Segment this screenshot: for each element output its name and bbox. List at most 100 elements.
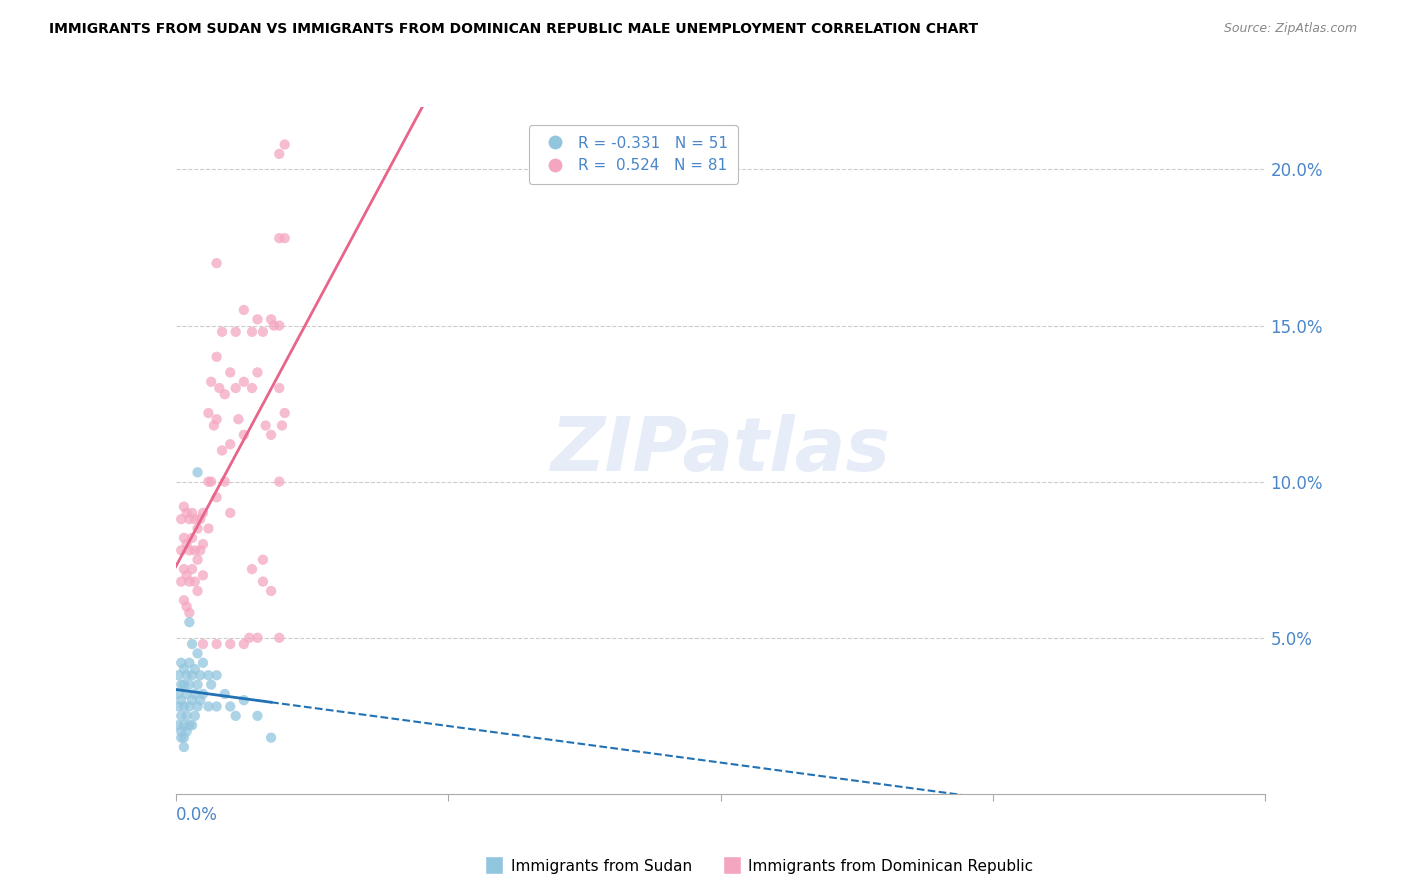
Point [170,512,193,526]
Point [191,506,214,520]
Point [179,512,201,526]
Point [173,731,195,745]
Point [260,583,283,598]
Point [181,637,204,651]
Point [186,552,209,567]
Point [173,662,195,676]
Point [167,668,190,682]
Point [205,412,228,426]
Point [179,718,201,732]
Point [205,256,228,270]
Point [179,656,201,670]
Point [269,631,291,645]
Point [225,381,247,395]
Point [197,475,219,489]
Point [240,381,263,395]
Point [271,418,294,433]
Point [173,699,195,714]
Text: IMMIGRANTS FROM SUDAN VS IMMIGRANTS FROM DOMINICAN REPUBLIC MALE UNEMPLOYMENT CO: IMMIGRANTS FROM SUDAN VS IMMIGRANTS FROM… [49,22,979,37]
Point [179,615,201,630]
Point [252,552,274,567]
Point [274,231,297,245]
Point [191,656,214,670]
Point [176,708,198,723]
Point [200,475,222,489]
Point [186,521,209,535]
Point [219,506,242,520]
Point [173,678,195,692]
Point [181,718,204,732]
Point [246,312,269,326]
Point [274,137,297,152]
Point [170,678,193,692]
Point [225,325,247,339]
Point [167,699,190,714]
Point [205,668,228,682]
Point [205,490,228,504]
Point [176,687,198,701]
Point [260,312,283,326]
Point [269,231,291,245]
Point [205,637,228,651]
Point [181,668,204,682]
Point [238,631,260,645]
Point [179,543,201,558]
Point [208,381,231,395]
Point [269,381,291,395]
Point [167,687,190,701]
Point [170,543,193,558]
Point [252,574,274,589]
Point [269,475,291,489]
Point [188,512,211,526]
Point [170,724,193,739]
Text: Source: ZipAtlas.com: Source: ZipAtlas.com [1223,22,1357,36]
Point [269,318,291,333]
Point [170,693,193,707]
Point [181,506,204,520]
Point [191,537,214,551]
Point [184,574,207,589]
Point [176,506,198,520]
Point [173,740,195,755]
Point [197,699,219,714]
Point [274,406,297,420]
Point [186,678,209,692]
Point [181,562,204,576]
Point [173,593,195,607]
Point [170,708,193,723]
Point [205,699,228,714]
Point [191,568,214,582]
Point [173,718,195,732]
Text: 0.0%: 0.0% [176,806,218,824]
Point [176,568,198,582]
Point [214,475,236,489]
Point [211,325,233,339]
Point [246,631,269,645]
Point [240,562,263,576]
Point [186,646,209,660]
Point [184,512,207,526]
Point [170,656,193,670]
Point [254,418,277,433]
Point [200,375,222,389]
Point [246,708,269,723]
Point [188,543,211,558]
Text: ZIPatlas: ZIPatlas [551,414,890,487]
Point [214,687,236,701]
Point [260,427,283,442]
Point [176,599,198,614]
Point [186,583,209,598]
Point [191,637,214,651]
Point [219,699,242,714]
Point [173,562,195,576]
Point [246,366,269,380]
Legend: R = -0.331   N = 51, R =  0.524   N = 81: R = -0.331 N = 51, R = 0.524 N = 81 [529,125,738,184]
Point [232,427,254,442]
Point [184,662,207,676]
Point [170,731,193,745]
Point [184,543,207,558]
Point [219,437,242,451]
Point [173,531,195,545]
Point [191,687,214,701]
Point [186,699,209,714]
